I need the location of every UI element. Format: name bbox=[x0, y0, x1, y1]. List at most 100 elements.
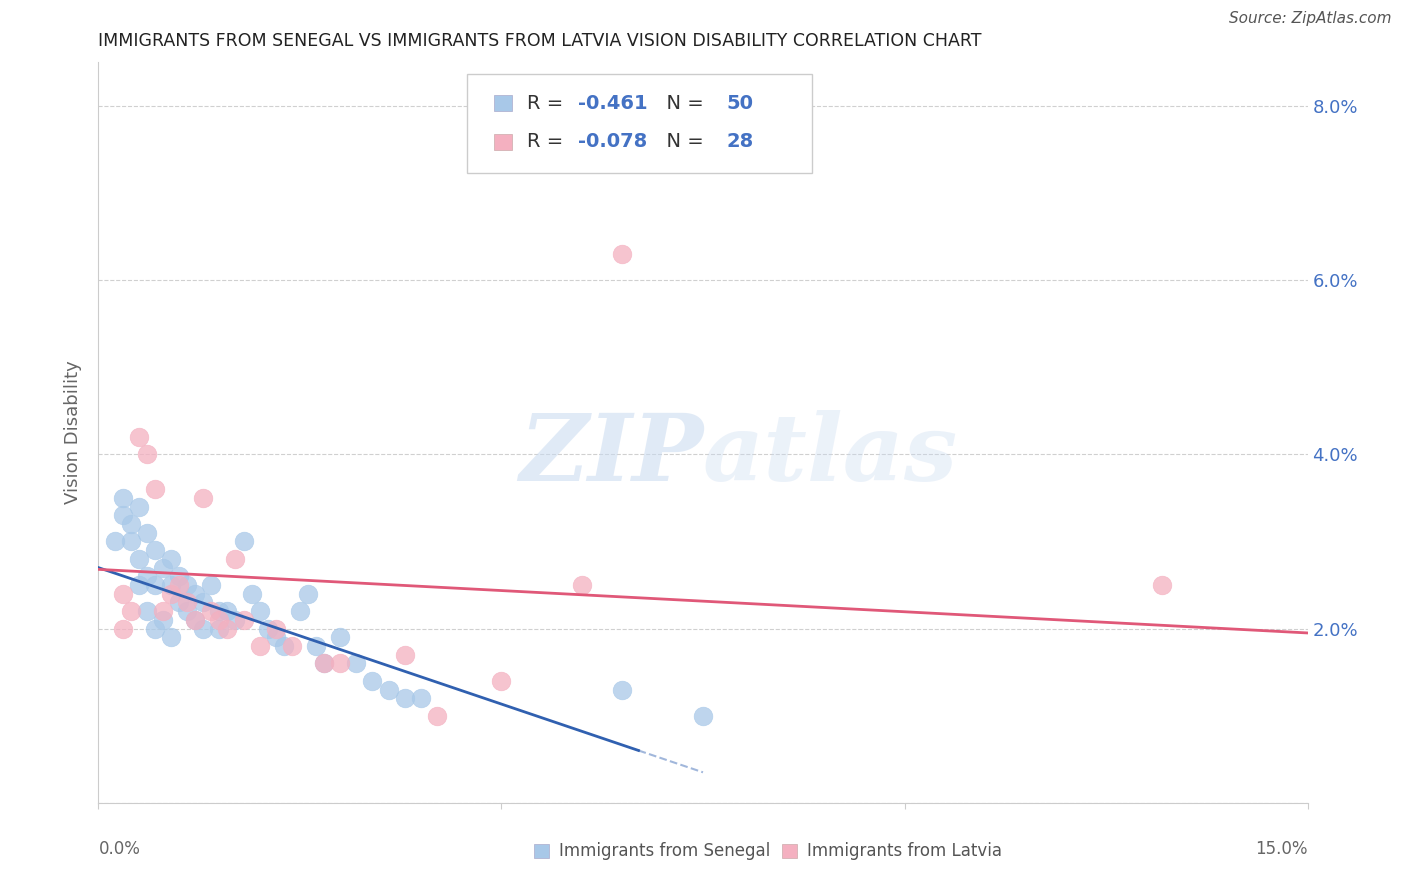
Point bbox=[193, 491, 215, 505]
Point bbox=[193, 622, 215, 636]
Text: -0.461: -0.461 bbox=[578, 94, 647, 112]
Point bbox=[409, 691, 432, 706]
Point bbox=[135, 447, 157, 461]
Point bbox=[612, 247, 634, 261]
Point bbox=[135, 604, 157, 618]
Point bbox=[184, 613, 207, 627]
Point bbox=[135, 525, 157, 540]
Text: N =: N = bbox=[654, 94, 710, 112]
Point bbox=[128, 552, 150, 566]
Text: Immigrants from Senegal: Immigrants from Senegal bbox=[558, 842, 770, 860]
Point bbox=[264, 622, 287, 636]
Point bbox=[128, 578, 150, 592]
Point bbox=[176, 578, 198, 592]
Point bbox=[128, 430, 150, 444]
Point bbox=[208, 622, 231, 636]
Text: 50: 50 bbox=[727, 94, 754, 112]
Point bbox=[208, 604, 231, 618]
Text: R =: R = bbox=[527, 132, 569, 151]
Text: 15.0%: 15.0% bbox=[1256, 840, 1308, 858]
Point bbox=[120, 517, 142, 532]
Point bbox=[120, 604, 142, 618]
Point bbox=[612, 682, 634, 697]
Point bbox=[314, 657, 336, 671]
Point bbox=[394, 648, 416, 662]
Point bbox=[224, 613, 246, 627]
Text: atlas: atlas bbox=[703, 409, 959, 500]
Point bbox=[200, 604, 222, 618]
Point bbox=[208, 613, 231, 627]
FancyBboxPatch shape bbox=[467, 73, 811, 173]
Point bbox=[152, 560, 174, 574]
Point bbox=[256, 622, 278, 636]
Point bbox=[111, 587, 134, 601]
Text: IMMIGRANTS FROM SENEGAL VS IMMIGRANTS FROM LATVIA VISION DISABILITY CORRELATION : IMMIGRANTS FROM SENEGAL VS IMMIGRANTS FR… bbox=[98, 32, 981, 50]
Point bbox=[193, 595, 215, 609]
Y-axis label: Vision Disability: Vision Disability bbox=[65, 360, 83, 505]
Point bbox=[103, 534, 125, 549]
Point bbox=[111, 491, 134, 505]
Point bbox=[692, 708, 714, 723]
Point bbox=[143, 578, 166, 592]
Point bbox=[377, 682, 399, 697]
Point bbox=[224, 552, 246, 566]
Point bbox=[344, 657, 367, 671]
Point bbox=[152, 604, 174, 618]
Text: 28: 28 bbox=[727, 132, 754, 151]
Point bbox=[167, 595, 190, 609]
Point bbox=[491, 673, 513, 688]
Point bbox=[184, 587, 207, 601]
Point bbox=[120, 534, 142, 549]
FancyBboxPatch shape bbox=[534, 844, 548, 857]
Point bbox=[176, 604, 198, 618]
Point bbox=[240, 587, 263, 601]
FancyBboxPatch shape bbox=[782, 844, 797, 857]
Point bbox=[426, 708, 449, 723]
Point bbox=[160, 587, 183, 601]
Text: Immigrants from Latvia: Immigrants from Latvia bbox=[807, 842, 1001, 860]
Point bbox=[297, 587, 319, 601]
Point bbox=[128, 500, 150, 514]
Point bbox=[111, 622, 134, 636]
Text: N =: N = bbox=[654, 132, 710, 151]
Text: ZIP: ZIP bbox=[519, 409, 703, 500]
Point bbox=[152, 613, 174, 627]
Point bbox=[167, 578, 190, 592]
Point bbox=[160, 630, 183, 644]
Point bbox=[249, 604, 271, 618]
FancyBboxPatch shape bbox=[494, 95, 512, 112]
Point bbox=[329, 630, 352, 644]
Point bbox=[217, 604, 239, 618]
Text: 0.0%: 0.0% bbox=[98, 840, 141, 858]
Point bbox=[1152, 578, 1174, 592]
Point bbox=[176, 595, 198, 609]
Point bbox=[329, 657, 352, 671]
Point bbox=[111, 508, 134, 523]
Text: -0.078: -0.078 bbox=[578, 132, 647, 151]
Point bbox=[217, 622, 239, 636]
Point bbox=[143, 622, 166, 636]
Point bbox=[232, 613, 254, 627]
Point bbox=[200, 578, 222, 592]
Point bbox=[249, 639, 271, 653]
Text: R =: R = bbox=[527, 94, 569, 112]
Point bbox=[167, 569, 190, 583]
Point bbox=[394, 691, 416, 706]
Point bbox=[184, 613, 207, 627]
Point bbox=[232, 534, 254, 549]
Point bbox=[273, 639, 295, 653]
Point bbox=[314, 657, 336, 671]
Point bbox=[143, 482, 166, 496]
Point bbox=[361, 673, 384, 688]
Point bbox=[288, 604, 311, 618]
Point bbox=[160, 578, 183, 592]
Point bbox=[571, 578, 593, 592]
FancyBboxPatch shape bbox=[494, 134, 512, 150]
Point bbox=[281, 639, 304, 653]
Point bbox=[264, 630, 287, 644]
Point bbox=[135, 569, 157, 583]
Point bbox=[160, 552, 183, 566]
Point bbox=[143, 543, 166, 558]
Point bbox=[305, 639, 328, 653]
Text: Source: ZipAtlas.com: Source: ZipAtlas.com bbox=[1229, 11, 1392, 26]
